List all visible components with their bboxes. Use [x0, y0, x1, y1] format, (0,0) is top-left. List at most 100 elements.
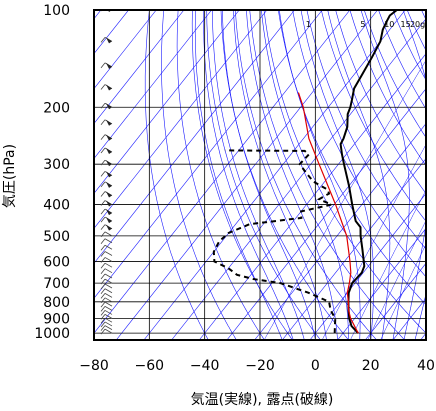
wind-barb-pennant [106, 160, 112, 167]
isotherm-line [94, 10, 240, 194]
wind-barb-pennant [106, 200, 112, 207]
moist-adiabat-line [300, 10, 374, 340]
wind-barb-flag [100, 321, 106, 328]
wind-barb-flag [100, 208, 106, 215]
wind-barb-pennant [106, 224, 112, 231]
wind-barb-flag [100, 224, 106, 230]
wind-barb [104, 288, 113, 294]
wind-barb-flag [100, 216, 106, 223]
wind-barb [104, 257, 113, 262]
x-axis-label: 気温(実線), 露点(破線) [191, 392, 334, 408]
wind-barb-pennant [106, 119, 112, 126]
wind-barb-flag [100, 84, 106, 90]
plot-frame [93, 9, 427, 341]
y-tick-label: 700 [43, 276, 70, 292]
wind-barb-flag [100, 159, 106, 166]
series-layer [212, 10, 398, 334]
wind-barb-flag [100, 268, 106, 274]
wind-barb-pennant [106, 217, 112, 224]
isotherm-line [94, 10, 212, 159]
isotherm-line [365, 262, 426, 340]
wind-barb-flag [100, 288, 106, 295]
dry-adiabat-line [249, 10, 405, 340]
mixing-ratio-label: 20g [410, 20, 425, 29]
wind-barb-flag [100, 245, 106, 251]
mixing-ratio-line [367, 219, 426, 340]
mixing-ratio-line [350, 189, 426, 340]
wind-barb [104, 301, 113, 307]
y-tick-label: 500 [43, 229, 70, 245]
isotherm-line [171, 18, 426, 340]
wind-barb [104, 321, 113, 327]
wind-barb-pennant [106, 181, 112, 188]
grid-layer [93, 9, 427, 340]
isotherm-line [143, 10, 406, 340]
wind-barb [104, 293, 113, 298]
y-axis-label: 気圧(hPa) [2, 144, 18, 208]
isotherm-line [199, 53, 426, 340]
isotherm-line [309, 192, 426, 340]
moist-adiabat-line [246, 10, 338, 340]
x-tick-label: −80 [79, 358, 109, 374]
x-tick-label: 40 [417, 358, 435, 374]
temperature-line [339, 10, 398, 334]
mixing-ratio-line [321, 143, 426, 340]
wind-barb-flag [100, 171, 106, 177]
x-tick-label: −40 [190, 358, 220, 374]
y-tick-label: 100 [43, 3, 70, 19]
wind-barb-flag [100, 283, 106, 290]
background-lines-layer [94, 10, 426, 340]
isotherm-line [420, 332, 426, 340]
dewpoint-line [212, 149, 337, 334]
dry-adiabat-line [292, 10, 426, 278]
dry-adiabat-line [176, 10, 265, 340]
wind-barb-flag [100, 200, 106, 206]
isotherm-line [254, 123, 426, 340]
wind-barb-pennant [106, 147, 112, 154]
parcel-line [297, 92, 359, 334]
wind-barb [104, 283, 113, 289]
x-tick-label: −20 [245, 358, 275, 374]
wind-barb-flag [100, 328, 106, 335]
x-tick-label: 20 [362, 358, 380, 374]
isotherm-line [94, 10, 323, 299]
dry-adiabat-line [321, 10, 426, 222]
dry-adiabat-line [206, 10, 321, 340]
isotherm-line [94, 10, 351, 334]
wind-barb-flag [100, 251, 106, 257]
wind-barb [104, 317, 113, 323]
dry-adiabat-line [349, 10, 426, 167]
y-tick-label: 300 [43, 157, 70, 173]
wind-barb [104, 278, 113, 284]
mixing-ratio-label: 15 [401, 20, 411, 29]
mixing-ratio-label: 1 [306, 20, 311, 29]
isotherm-line [337, 227, 426, 340]
moist-adiabat-line [203, 10, 294, 340]
wind-barb [104, 297, 113, 303]
wind-barb-pennant [106, 62, 112, 69]
dry-adiabat-line [144, 10, 209, 340]
dry-adiabat-line [335, 10, 426, 194]
wind-barb [104, 328, 113, 334]
dry-adiabat-line [421, 10, 426, 21]
x-tick-labels: −80 −60 −40 −20 0 20 40 [79, 358, 435, 374]
moist-adiabat-line [327, 10, 391, 340]
wind-barb-flag [100, 306, 106, 312]
moist-adiabat-line [194, 10, 283, 340]
y-tick-label: 900 [43, 311, 70, 327]
dry-adiabat-line [378, 10, 426, 110]
wind-barb-flag [100, 191, 106, 197]
dry-adiabat-line [278, 10, 426, 306]
y-tick-label: 600 [43, 254, 70, 270]
isotherm-line [94, 10, 185, 125]
wind-barb-pennant [106, 209, 112, 216]
wind-barb-flag [100, 147, 106, 154]
mixing-ratio-label: 10 [384, 20, 394, 29]
moist-adiabat-line [233, 10, 327, 340]
wind-barb-flag [100, 134, 106, 140]
y-tick-label: 200 [43, 100, 70, 116]
wind-barb [104, 262, 113, 268]
moist-adiabat-line [414, 292, 426, 340]
wind-barb-flag [100, 257, 106, 263]
